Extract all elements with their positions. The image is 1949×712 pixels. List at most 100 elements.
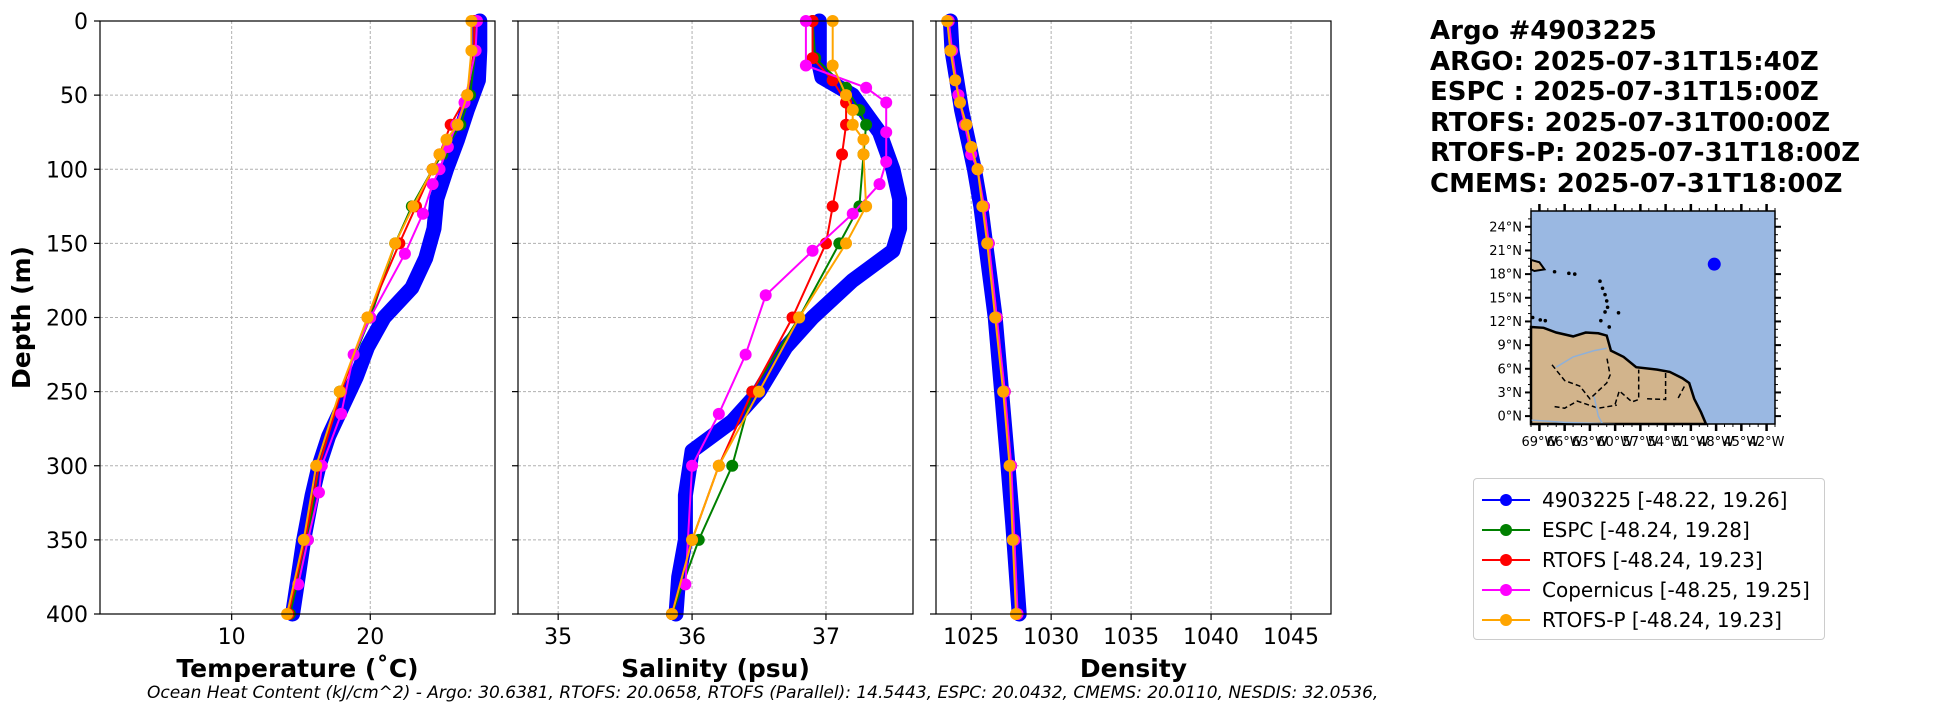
legend-marker: [1500, 524, 1512, 536]
map-island: [1543, 318, 1548, 323]
map-river: [1593, 396, 1604, 425]
legend-label: RTOFS [-48.24, 19.23]: [1542, 548, 1763, 572]
y-tick-label: 400: [46, 603, 88, 628]
legend: 4903225 [-48.22, 19.26] ESPC [-48.24, 19.…: [1473, 478, 1825, 640]
data-point-RTOFS-P: [971, 163, 984, 176]
data-point-RTOFS-P: [1003, 459, 1016, 472]
title-rtofs-time: RTOFS: 2025-07-31T00:00Z: [1430, 107, 1831, 138]
legend-label: RTOFS-P [-48.24, 19.23]: [1542, 608, 1782, 632]
title-block: Argo #4903225 ARGO: 2025-07-31T15:40Z ES…: [1430, 16, 1860, 199]
data-point-Copernicus: [312, 486, 325, 499]
map-lat-label: 15°N: [1489, 291, 1522, 306]
legend-label: 4903225 [-48.22, 19.26]: [1542, 488, 1788, 512]
map-island: [1603, 310, 1607, 314]
data-point-Copernicus: [880, 126, 893, 139]
legend-swatch: [1482, 515, 1530, 545]
map-frame: [1530, 210, 1776, 425]
map-lon-label: 51°W: [1673, 435, 1709, 450]
ocean-heat-content-caption: Ocean Heat Content (kJ/cm^2) - Argo: 30.…: [147, 683, 1379, 703]
data-point-RTOFS-P: [989, 311, 1002, 324]
data-point-RTOFS-P: [981, 237, 994, 250]
data-point-RTOFS-P: [1006, 533, 1019, 546]
map-lon-label: 57°W: [1622, 435, 1658, 450]
y-tick-label: 250: [46, 381, 88, 406]
data-point-RTOFS-P: [840, 89, 853, 102]
data-point-RTOFS-P: [753, 385, 766, 398]
data-point-RTOFS-P: [826, 59, 839, 72]
data-point-RTOFS-P: [297, 533, 310, 546]
legend-swatch: [1482, 575, 1530, 605]
map-border: [1614, 369, 1640, 405]
x-tick-label: 36: [678, 625, 706, 650]
map-island: [1616, 310, 1621, 315]
map-island: [1572, 272, 1577, 276]
legend-label: ESPC [-48.24, 19.28]: [1542, 518, 1750, 542]
legend-item: 4903225 [-48.22, 19.26]: [1482, 485, 1787, 515]
map-lat-label: 12°N: [1489, 315, 1522, 330]
map-float-marker: [1707, 257, 1721, 271]
legend-marker: [1500, 494, 1512, 506]
map-island: [1567, 271, 1571, 276]
map-lon-label: 42°W: [1749, 435, 1785, 450]
legend-marker: [1500, 554, 1512, 566]
map-island: [1552, 269, 1557, 274]
map-lon-label: 66°W: [1547, 435, 1583, 450]
data-point-Copernicus: [686, 459, 699, 472]
legend-swatch: [1482, 485, 1530, 515]
title-argo-time: ARGO: 2025-07-31T15:40Z: [1430, 46, 1819, 77]
data-point-RTOFS-P: [944, 44, 957, 57]
data-point-ESPC: [860, 118, 873, 131]
data-point-RTOFS-P: [949, 74, 962, 87]
legend-marker: [1500, 584, 1512, 596]
data-point-RTOFS-P: [857, 133, 870, 146]
data-point-Copernicus: [712, 407, 725, 420]
map-lat-label: 21°N: [1489, 244, 1522, 259]
y-tick-label: 100: [46, 158, 88, 183]
data-point-Copernicus: [873, 178, 886, 191]
x-tick-label: 20: [356, 625, 384, 650]
y-tick-label: 200: [46, 307, 88, 332]
legend-item: RTOFS [-48.24, 19.23]: [1482, 545, 1763, 575]
data-point-Copernicus: [679, 578, 692, 591]
data-point-ESPC: [726, 459, 739, 472]
data-point-RTOFS-P: [857, 148, 870, 161]
x-tick-label: 1040: [1183, 625, 1239, 650]
data-point-RTOFS-P: [840, 237, 853, 250]
data-point-RTOFS-P: [333, 385, 346, 398]
density-panel: 1025 1030 1035 1040 1045 Density: [930, 13, 1332, 683]
map-lon-label: 54°W: [1648, 435, 1684, 450]
x-tick-label: 1025: [943, 625, 999, 650]
title-rtofsp-time: RTOFS-P: 2025-07-31T18:00Z: [1430, 138, 1861, 168]
data-point-RTOFS-P: [846, 103, 859, 116]
data-point-RTOFS: [826, 200, 839, 213]
data-point-RTOFS-P: [793, 311, 806, 324]
data-point-RTOFS-P: [860, 200, 873, 213]
data-point-RTOFS-P: [960, 118, 973, 131]
map-island: [1603, 292, 1607, 297]
legend-swatch: [1482, 545, 1530, 575]
map-river: [1555, 347, 1607, 368]
data-point-RTOFS-P: [433, 148, 446, 161]
data-point-RTOFS-P: [407, 200, 420, 213]
series-line-Copernicus: [297, 20, 478, 585]
x-tick-label: 10: [218, 625, 246, 650]
legend-item: ESPC [-48.24, 19.28]: [1482, 515, 1750, 545]
y-tick-label: 0: [74, 10, 88, 35]
y-tick-label: 300: [46, 455, 88, 480]
legend-item: Copernicus [-48.25, 19.25]: [1482, 575, 1810, 605]
x-axis-label: Density: [1080, 654, 1187, 683]
data-point-RTOFS-P: [461, 89, 474, 102]
temperature-panel: 10 20050100150200250300350400Temperature …: [7, 10, 496, 683]
map-border: [1554, 400, 1617, 409]
x-tick-label: 35: [544, 625, 572, 650]
data-point-RTOFS-P: [440, 133, 453, 146]
map-lat-label: 18°N: [1489, 268, 1522, 283]
data-point-Copernicus: [880, 155, 893, 168]
data-point-Copernicus: [799, 59, 812, 72]
legend-marker: [1500, 614, 1512, 626]
data-point-RTOFS-P: [426, 163, 439, 176]
x-tick-label: 1035: [1103, 625, 1159, 650]
data-point-Copernicus: [739, 348, 752, 361]
x-tick-label: 1045: [1263, 625, 1319, 650]
map-lat-label: 6°N: [1498, 362, 1523, 377]
